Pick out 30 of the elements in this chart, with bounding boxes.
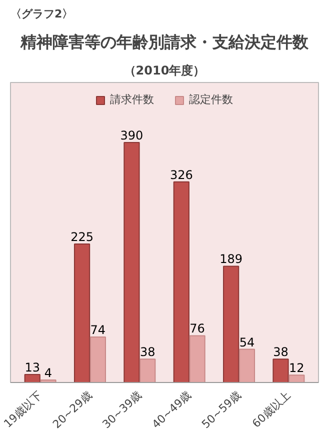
data-label: 189	[220, 252, 243, 266]
data-label: 4	[44, 366, 52, 380]
x-tick-label: 60歳以上	[250, 388, 294, 430]
data-label: 13	[24, 360, 40, 374]
data-label: 54	[239, 335, 255, 350]
chart-subtitle: （2010年度）	[124, 64, 206, 78]
bar	[238, 348, 256, 382]
bar	[124, 142, 140, 382]
data-label: 12	[289, 361, 304, 376]
bar	[74, 244, 90, 382]
bar	[272, 358, 289, 382]
bar	[173, 181, 190, 382]
data-label: 390	[120, 128, 144, 142]
text: 〈グラフ2〉	[10, 8, 74, 20]
data-label: 74	[90, 322, 106, 337]
data-label: 225	[70, 230, 94, 244]
x-tick-label: 19歳以下	[1, 388, 45, 430]
data-label: 38	[273, 345, 288, 360]
data-label: 326	[170, 168, 193, 182]
legend-label: 請求件数	[110, 92, 154, 107]
bar	[223, 266, 240, 382]
bar	[24, 374, 40, 382]
bar	[189, 335, 206, 382]
bar	[90, 336, 106, 382]
chart-title: 精神障害等の年齢別請求・支給決定件数	[20, 32, 310, 52]
bar	[140, 358, 156, 382]
legend-label: 認定件数	[189, 92, 233, 107]
data-label: 76	[190, 322, 205, 336]
data-label: 38	[140, 345, 156, 360]
bar	[288, 374, 305, 382]
